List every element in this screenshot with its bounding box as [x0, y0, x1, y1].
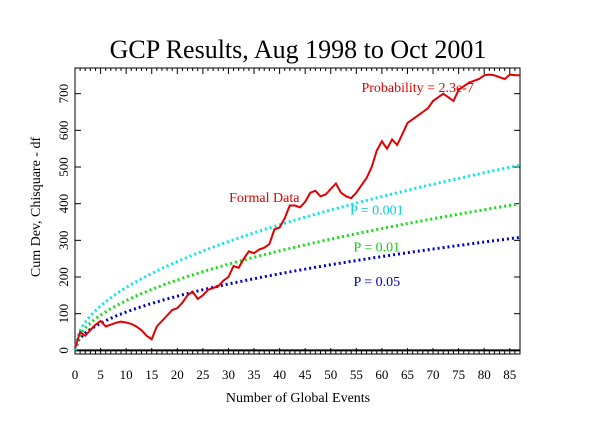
y-tick-label: 0 [56, 347, 71, 354]
series-line-p-0-01 [73, 202, 521, 351]
y-tick-label: 700 [56, 84, 71, 104]
annotation-label: P = 0.01 [353, 240, 400, 255]
x-tick-label: 60 [375, 367, 388, 382]
x-axis-label: Number of Global Events [226, 391, 370, 406]
plot-frame [74, 67, 521, 355]
y-axis: 0 100 200 300 400 500 600 700 [56, 84, 520, 354]
y-tick-label: 200 [56, 267, 71, 287]
x-tick-label: 20 [171, 367, 184, 382]
x-tick-label: 65 [401, 367, 414, 382]
x-tick-label: 30 [222, 367, 235, 382]
x-tick-label: 45 [299, 367, 312, 382]
annotation-layer: Probability = 2.3e-7 Formal Data P = 0.001… [229, 81, 474, 290]
x-axis: 0 5 10 15 20 25 30 35 40 45 50 55 60 65 70 75 80 85 [72, 68, 521, 382]
y-tick-label: 500 [56, 157, 71, 177]
x-tick-label: 55 [350, 367, 363, 382]
x-tick-label: 75 [452, 367, 465, 382]
y-tick-label: 600 [56, 121, 71, 141]
x-tick-label: 15 [145, 367, 158, 382]
x-tick-label: 35 [248, 367, 261, 382]
x-tick-label: 80 [478, 367, 491, 382]
annotation-label: Probability = 2.3e-7 [361, 81, 474, 96]
series-line-p-0-001 [73, 163, 521, 351]
x-tick-label: 40 [273, 367, 286, 382]
y-tick-label: 400 [56, 194, 71, 214]
y-axis-label: Cum Dev, Chisquare - df [29, 137, 44, 278]
annotation-label: Formal Data [229, 191, 300, 206]
y-tick-label: 300 [56, 231, 71, 251]
x-tick-label: 25 [196, 367, 209, 382]
annotation-label: P = 0.001 [350, 204, 404, 219]
x-tick-label: 10 [120, 367, 133, 382]
x-tick-label: 50 [324, 367, 337, 382]
x-tick-label: 85 [503, 367, 516, 382]
series-layer [73, 73, 521, 351]
y-tick-label: 100 [56, 304, 71, 324]
x-tick-label: 5 [97, 367, 104, 382]
x-tick-label: 0 [72, 367, 79, 382]
x-tick-label: 70 [427, 367, 440, 382]
series-line-formal-data [74, 73, 520, 349]
chart-title: GCP Results, Aug 1998 to Oct 2001 [110, 35, 487, 64]
series-line-p-0-05 [73, 235, 521, 351]
annotation-label: P = 0.05 [353, 275, 400, 290]
